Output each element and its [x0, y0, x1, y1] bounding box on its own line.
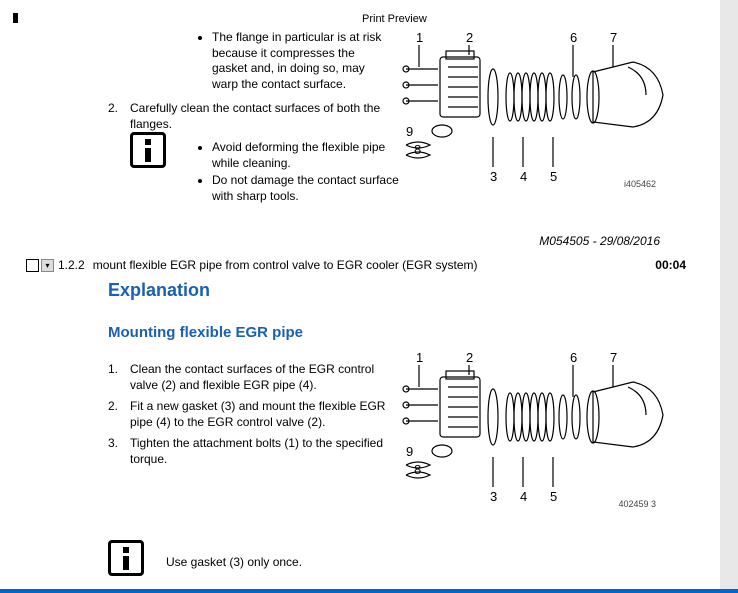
print-preview-label: Print Preview [362, 13, 427, 25]
callout-8: 8 [414, 142, 421, 157]
callout-3: 3 [490, 489, 497, 504]
mounting-heading: Mounting flexible EGR pipe [108, 324, 303, 341]
callout-6: 6 [570, 30, 577, 45]
callout-1: 1 [416, 350, 423, 365]
section-checkbox[interactable] [26, 259, 39, 272]
callout-2: 2 [466, 30, 473, 45]
callout-3: 3 [490, 169, 497, 184]
step-2-clean: 2. Carefully clean the contact surfaces … [108, 101, 388, 132]
bottom-border [0, 589, 738, 593]
callout-9: 9 [406, 124, 413, 139]
document-content: Print Preview The flange in particular i… [18, 0, 718, 593]
callout-5: 5 [550, 169, 557, 184]
warning-bullets-1: The flange in particular is at risk beca… [212, 30, 392, 94]
diagram-svg [398, 347, 678, 512]
callout-9: 9 [406, 444, 413, 459]
step-number: 3. [108, 436, 118, 450]
step-text: Fit a new gasket (3) and mount the flexi… [130, 399, 398, 430]
callout-6: 6 [570, 350, 577, 365]
section-dropdown[interactable]: ▾ [41, 259, 54, 272]
step-text: Clean the contact surfaces of the EGR co… [130, 362, 398, 393]
bullet-avoid-deform: Avoid deforming the flexible pipe while … [212, 140, 402, 171]
step-2: 2. Fit a new gasket (3) and mount the fl… [108, 399, 398, 430]
bullet-flange-risk: The flange in particular is at risk beca… [212, 30, 392, 92]
document-reference: M054505 - 29/08/2016 [539, 234, 660, 248]
step-number: 2. [108, 399, 118, 413]
section-title: mount flexible EGR pipe from control val… [93, 258, 478, 272]
vertical-scrollbar[interactable] [720, 0, 738, 593]
diagram-ref: 402459 3 [618, 499, 656, 509]
info-icon [130, 132, 166, 168]
step-1: 1. Clean the contact surfaces of the EGR… [108, 362, 398, 393]
callout-8: 8 [414, 462, 421, 477]
step-text: Carefully clean the contact surfaces of … [130, 101, 388, 132]
section-number: 1.2.2 [58, 258, 85, 272]
callout-4: 4 [520, 489, 527, 504]
warning-bullets-2: Avoid deforming the flexible pipe while … [212, 140, 402, 206]
diagram-svg [398, 27, 678, 192]
section-row-122: ▾ 1.2.2 mount flexible EGR pipe from con… [26, 256, 686, 274]
info-icon [108, 540, 144, 576]
explanation-heading: Explanation [108, 280, 210, 301]
bullet-no-sharp-tools: Do not damage the contact surface with s… [212, 173, 402, 204]
callout-2: 2 [466, 350, 473, 365]
callout-5: 5 [550, 489, 557, 504]
gasket-note: Use gasket (3) only once. [166, 555, 302, 569]
callout-4: 4 [520, 169, 527, 184]
callout-1: 1 [416, 30, 423, 45]
diagram-ref: i405462 [624, 179, 656, 189]
exploded-diagram-2: 1 2 6 7 9 8 3 4 5 402 [398, 347, 678, 512]
callout-7: 7 [610, 350, 617, 365]
step-text: Tighten the attachment bolts (1) to the … [130, 436, 398, 467]
section-time: 00:04 [655, 258, 686, 272]
step-3: 3. Tighten the attachment bolts (1) to t… [108, 436, 398, 467]
step-number: 2. [108, 101, 118, 115]
mounting-steps: 1. Clean the contact surfaces of the EGR… [108, 362, 398, 474]
step-number: 1. [108, 362, 118, 376]
exploded-diagram-1: 1 2 6 7 9 8 3 4 5 [398, 27, 678, 192]
callout-7: 7 [610, 30, 617, 45]
